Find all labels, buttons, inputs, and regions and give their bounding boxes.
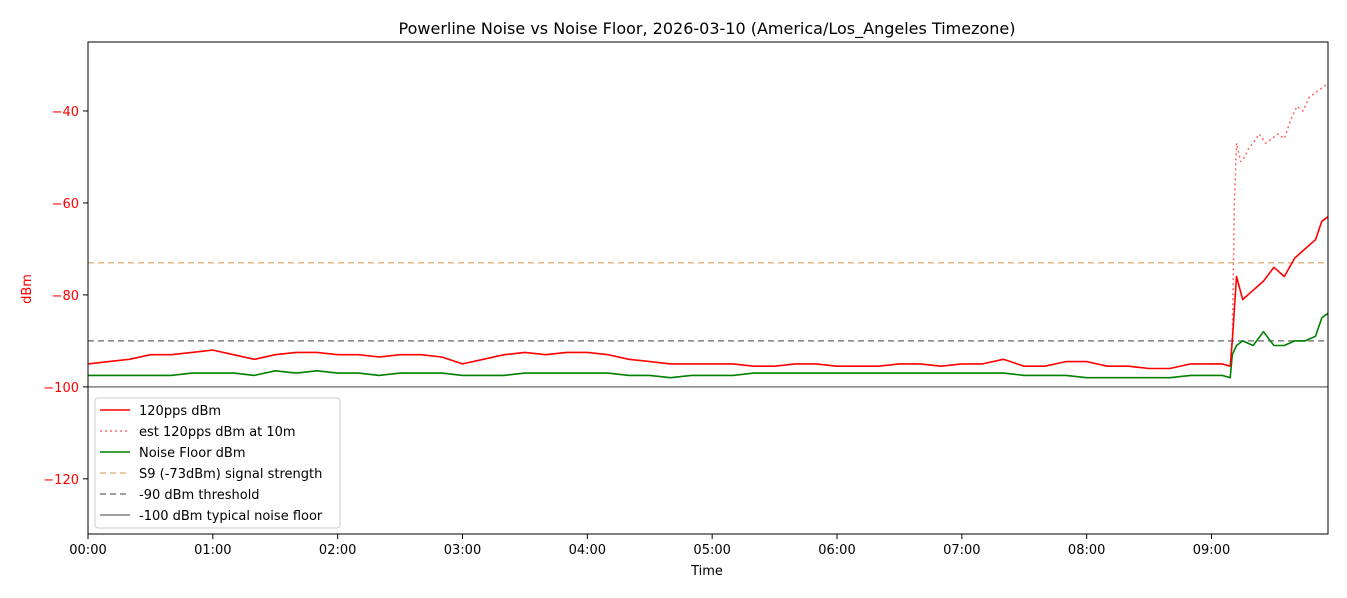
legend-label-100-dbm-typical-noise-floor: -100 dBm typical noise floor (139, 509, 323, 524)
y-tick-label: −60 (52, 197, 79, 212)
y-tick-label: −100 (43, 381, 79, 396)
chart-title: Powerline Noise vs Noise Floor, 2026-03-… (399, 19, 1016, 39)
x-tick-label: 01:00 (194, 543, 231, 558)
legend-box (94, 397, 341, 529)
x-axis: 00:00 01:00 02:00 03:00 04:00 05:00 06:00 07:00… (69, 534, 1230, 558)
y-tick-label: −80 (52, 289, 79, 304)
series-line-est-120pps-dbm-at-10m (1211, 82, 1329, 367)
legend-label-90-dbm-threshold: -90 dBm threshold (139, 488, 260, 503)
legend-label-noise-floor-dbm: Noise Floor dBm (139, 446, 246, 461)
x-tick-label: 03:00 (444, 543, 481, 558)
y-tick-label: −40 (52, 105, 79, 120)
x-tick-label: 08:00 (1068, 543, 1105, 558)
x-axis-label: Time (690, 564, 723, 579)
plot-frame (87, 41, 1329, 535)
x-tick-label: 07:00 (943, 543, 980, 558)
series-layer (87, 82, 1329, 388)
x-tick-label: 02:00 (319, 543, 356, 558)
y-tick-label: −120 (43, 473, 79, 488)
x-tick-label: 04:00 (569, 543, 606, 558)
x-tick-label: 09:00 (1193, 543, 1230, 558)
legend: 120pps dBm est 120pps dBm at 10m Noise Flo… (94, 397, 341, 529)
series-line-noise-floor-dbm (88, 312, 1329, 379)
y-axis: −40 −60 −80 −100 −120 (43, 105, 88, 488)
legend-label-120pps-dbm: 120pps dBm (139, 404, 221, 419)
x-tick-label: 05:00 (693, 543, 730, 558)
series-line-120pps-dbm (87, 216, 1329, 370)
legend-label-est-120pps-dbm-at-10m: est 120pps dBm at 10m (139, 425, 296, 440)
legend-label-s9-73dbm-signal-strength: S9 (-73dBm) signal strength (139, 467, 322, 482)
legend-items: 120pps dBm est 120pps dBm at 10m Noise Flo… (100, 404, 323, 524)
x-tick-label: 06:00 (818, 543, 855, 558)
y-axis-label: dBm (20, 274, 35, 304)
x-tick-label: 00:00 (69, 543, 106, 558)
